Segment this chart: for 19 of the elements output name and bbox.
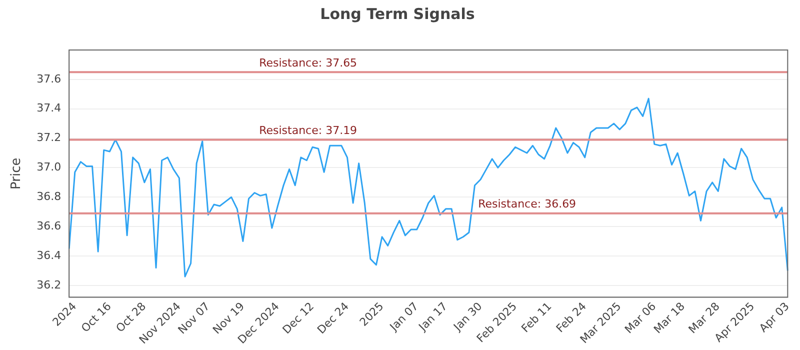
x-tick-label: Feb 11 bbox=[518, 300, 554, 336]
y-tick-label: 36.8 bbox=[36, 190, 62, 204]
x-tick-label: Jan 17 bbox=[416, 300, 450, 334]
ref-line-label: Resistance: 36.69 bbox=[478, 198, 576, 211]
y-tick-label: 36.4 bbox=[36, 248, 62, 262]
x-tick-label: Dec 12 bbox=[280, 300, 317, 336]
y-tick-label: 36.6 bbox=[36, 219, 62, 232]
x-tick-label: Oct 16 bbox=[78, 300, 114, 335]
chart-title: Long Term Signals bbox=[320, 4, 475, 23]
y-tick-label: 37.0 bbox=[36, 160, 62, 174]
y-tick-label: 36.2 bbox=[36, 278, 62, 292]
x-tick-label: Dec 24 bbox=[314, 300, 352, 336]
y-tick-label: 37.6 bbox=[36, 72, 62, 86]
y-axis-title: Price bbox=[9, 158, 24, 190]
y-tick-label: 37.4 bbox=[36, 102, 62, 115]
ref-line-label: Resistance: 37.19 bbox=[259, 124, 358, 138]
x-tick-label: Apr 03 bbox=[756, 300, 792, 335]
y-tick-label: 37.2 bbox=[36, 131, 62, 144]
ref-line-label: Resistance: 37.65 bbox=[259, 56, 358, 70]
